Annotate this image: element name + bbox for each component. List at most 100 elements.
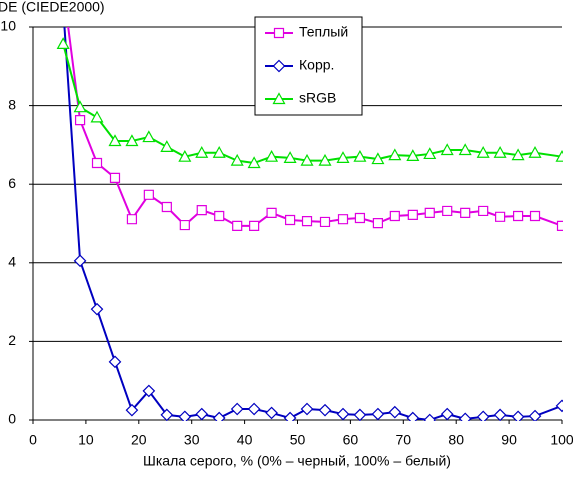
marker [300, 402, 314, 416]
y-tick-label: 2 [8, 332, 16, 348]
marker [353, 408, 367, 421]
marker [91, 157, 103, 169]
marker [178, 410, 192, 421]
x-tick-label: 80 [448, 432, 464, 448]
marker [125, 403, 139, 417]
marker [142, 384, 156, 398]
marker [337, 214, 349, 225]
marker [247, 156, 261, 169]
legend-label: Теплый [299, 24, 348, 40]
marker [388, 405, 402, 419]
marker [406, 149, 420, 162]
marker [247, 402, 261, 416]
y-axis-title: DE (CIEDE2000) [0, 0, 105, 15]
marker [161, 201, 172, 213]
x-tick-label: 70 [396, 432, 412, 448]
marker [440, 407, 454, 421]
marker [476, 410, 490, 421]
marker [458, 143, 472, 156]
marker [511, 410, 525, 421]
marker [284, 214, 296, 226]
marker [265, 149, 279, 162]
marker [556, 220, 563, 231]
marker [230, 153, 244, 166]
x-tick-label: 50 [290, 432, 306, 448]
marker [73, 100, 87, 113]
marker [372, 218, 384, 229]
marker [108, 134, 122, 147]
marker [212, 411, 226, 421]
x-tick-label: 40 [237, 432, 253, 448]
marker [272, 92, 286, 105]
marker [249, 220, 260, 231]
marker [407, 209, 418, 220]
marker [73, 254, 87, 268]
legend-label: sRGB [299, 90, 336, 106]
marker [90, 302, 104, 316]
marker [273, 27, 285, 39]
marker [74, 115, 86, 126]
marker [371, 407, 385, 421]
marker [371, 152, 385, 165]
x-tick-label: 60 [343, 432, 359, 448]
marker [423, 147, 437, 160]
marker [388, 148, 402, 161]
marker [424, 207, 435, 218]
marker [493, 408, 507, 421]
marker [266, 207, 277, 218]
marker [389, 210, 400, 222]
y-tick-label: 4 [8, 254, 16, 270]
marker [319, 216, 331, 228]
marker [353, 149, 367, 162]
x-tick-label: 100 [550, 432, 573, 448]
marker [142, 130, 156, 143]
marker [336, 151, 350, 163]
marker [423, 413, 437, 421]
marker [318, 153, 332, 166]
marker [476, 146, 490, 158]
marker [178, 149, 192, 162]
marker [126, 214, 138, 225]
marker [232, 220, 243, 231]
marker [442, 205, 453, 217]
marker [460, 207, 471, 218]
marker [440, 143, 454, 156]
marker [195, 407, 209, 421]
marker [512, 210, 524, 222]
y-tick-label: 10 [0, 18, 16, 34]
x-axis-title: Шкала серого, % (0% – черный, 100% – бел… [143, 453, 451, 469]
marker [511, 148, 525, 161]
marker [555, 149, 563, 162]
plot-area [56, 27, 563, 421]
y-tick-label: 6 [8, 175, 16, 191]
marker [212, 146, 226, 158]
y-tick-label: 0 [8, 411, 16, 427]
marker [354, 212, 366, 224]
marker [318, 403, 332, 417]
marker [478, 205, 489, 217]
marker [56, 37, 70, 49]
x-tick-label: 0 [29, 432, 37, 448]
marker [272, 59, 286, 73]
marker [109, 172, 121, 184]
legend-label: Корр. [299, 57, 334, 73]
marker [555, 399, 563, 413]
x-tick-label: 10 [78, 432, 94, 448]
marker [493, 146, 507, 158]
marker [406, 411, 420, 421]
marker [336, 407, 350, 421]
y-tick-label: 8 [8, 96, 16, 112]
marker [300, 153, 314, 166]
marker [529, 210, 541, 222]
marker [301, 216, 313, 227]
marker [230, 402, 244, 416]
marker [160, 408, 174, 421]
marker [179, 219, 190, 231]
marker [196, 205, 207, 216]
marker [125, 134, 139, 147]
marker [528, 146, 542, 158]
marker [528, 409, 542, 421]
marker [160, 140, 174, 152]
marker [90, 110, 104, 123]
